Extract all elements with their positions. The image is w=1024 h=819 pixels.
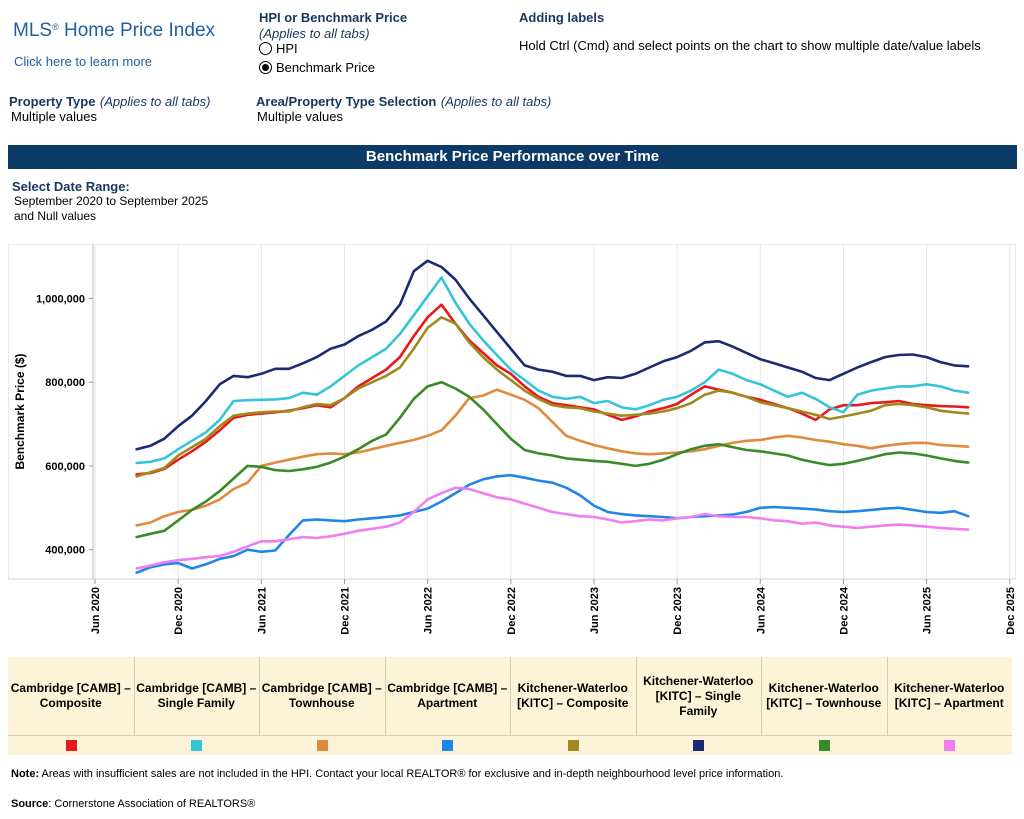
legend-item[interactable]: Kitchener-Waterloo [KITC] – Single Famil… (636, 657, 762, 755)
series-line-2 (135, 276, 970, 465)
date-range-value-line1: September 2020 to September 2025 (14, 194, 209, 208)
legend-item[interactable]: Cambridge [CAMB] – Apartment (385, 657, 511, 755)
hpi-selector-note: (Applies to all tabs) (259, 26, 370, 41)
footer-source: Source: Cornerstone Association of REALT… (11, 798, 255, 810)
series-line-8 (135, 486, 970, 570)
legend-item-label: Cambridge [CAMB] – Apartment (387, 681, 508, 710)
note-text: Areas with insufficient sales are not in… (39, 768, 784, 780)
x-tick-label: Jun 2025 (922, 587, 934, 634)
legend-swatch (818, 740, 830, 751)
area-filter-header: Area/Property Type Selection (Applies to… (256, 93, 551, 111)
logo-reg-mark: ® (52, 22, 59, 32)
x-tick-label: Dec 2023 (672, 587, 684, 635)
y-tick-label: 800,000 (45, 377, 85, 389)
series-line-6 (135, 259, 970, 451)
legend-item[interactable]: Kitchener-Waterloo [KITC] – Apartment (887, 657, 1013, 755)
radio-option-hpi[interactable]: HPI (259, 39, 375, 58)
y-tick-label: 600,000 (45, 461, 85, 473)
legend-item-label: Kitchener-Waterloo [KITC] – Single Famil… (643, 673, 754, 718)
legend-separator (635, 657, 637, 735)
legend-item[interactable]: Cambridge [CAMB] – Townhouse (259, 657, 385, 755)
x-tick-label: Dec 2024 (838, 586, 850, 635)
legend-separator (886, 657, 888, 735)
legend-item-label: Cambridge [CAMB] – Single Family (136, 681, 257, 710)
y-axis-title: Benchmark Price ($) (13, 353, 27, 469)
x-tick-label: Dec 2025 (1005, 587, 1016, 635)
benchmark-price-line-chart[interactable]: Jun 2020 Dec 2020 Jun 2021 Dec 2021 Jun 2022… (8, 244, 1016, 644)
logo-text: MLS (13, 20, 53, 41)
legend-item[interactable]: Kitchener-Waterloo [KITC] – Townhouse (761, 657, 887, 755)
chart-banner-title: Benchmark Price Performance over Time (8, 145, 1017, 169)
legend-item[interactable]: Cambridge [CAMB] – Single Family (134, 657, 260, 755)
property-type-dropdown[interactable]: Multiple values (11, 109, 97, 124)
legend-swatch (944, 740, 956, 751)
legend-swatch (693, 740, 705, 751)
adding-labels-title: Adding labels (519, 10, 605, 25)
x-tick-label: Jun 2022 (423, 587, 435, 634)
radio-benchmark-price[interactable] (259, 61, 272, 74)
legend-item[interactable]: Cambridge [CAMB] – Composite (8, 657, 134, 755)
property-type-label: Property Type (9, 94, 96, 109)
adding-labels-text: Hold Ctrl (Cmd) and select points on the… (519, 38, 981, 53)
logo-rest: Home Price Index (58, 20, 216, 41)
legend-separator (133, 657, 135, 735)
x-tick-label: Jun 2021 (256, 587, 268, 634)
legend-swatch (316, 740, 328, 751)
radio-option-benchmark[interactable]: Benchmark Price (259, 58, 375, 77)
date-range-label: Select Date Range: (12, 179, 130, 194)
legend-item-label: Kitchener-Waterloo [KITC] – Composite (517, 681, 629, 710)
x-tick-label: Dec 2022 (506, 587, 518, 635)
legend-swatch (65, 740, 77, 751)
y-tick-label: 400,000 (45, 545, 85, 557)
legend-swatch (567, 740, 579, 751)
legend-separator (259, 657, 260, 735)
legend-divider (8, 735, 1012, 736)
radio-hpi-label: HPI (276, 41, 298, 56)
legend-item-label: Cambridge [CAMB] – Townhouse (261, 681, 382, 710)
area-note: (Applies to all tabs) (440, 94, 552, 109)
legend-swatch (442, 740, 454, 751)
note-label: Note: (11, 768, 40, 780)
mls-hpi-logo: MLS® Home Price Index (13, 20, 215, 42)
area-label: Area/Property Type Selection (256, 94, 437, 109)
hpi-radio-group: HPI Benchmark Price (259, 39, 375, 77)
x-tick-label: Jun 2023 (589, 587, 601, 634)
y-tick-label: 1,000,000 (36, 293, 85, 305)
radio-hpi[interactable] (259, 42, 272, 55)
x-tick-label: Jun 2024 (755, 586, 767, 634)
chart-legend: Cambridge [CAMB] – Composite Cambridge [C… (8, 657, 1012, 755)
radio-benchmark-label: Benchmark Price (276, 60, 375, 75)
date-range-selector[interactable]: September 2020 to September 2025 and Nul… (14, 194, 208, 224)
legend-separator (510, 657, 511, 735)
series-line-7 (135, 380, 970, 539)
series-line-3 (135, 388, 970, 527)
area-dropdown[interactable]: Multiple values (257, 109, 343, 124)
legend-item-label: Cambridge [CAMB] – Composite (10, 681, 131, 710)
legend-item-label: Kitchener-Waterloo [KITC] – Townhouse (766, 681, 882, 710)
legend-swatch (191, 740, 203, 751)
series-line-4 (135, 473, 970, 575)
legend-separator (761, 657, 762, 735)
source-text: : Cornerstone Association of REALTORS® (48, 798, 256, 810)
source-label: Source (11, 798, 49, 810)
legend-item[interactable]: Kitchener-Waterloo [KITC] – Composite (510, 657, 636, 755)
property-type-note: (Applies to all tabs) (99, 94, 211, 109)
x-tick-label: Dec 2021 (339, 587, 351, 635)
legend-separator (384, 657, 386, 735)
footer-note: Note: Areas with insufficient sales are … (11, 768, 783, 780)
learn-more-link[interactable]: Click here to learn more (14, 54, 152, 69)
hpi-selector-title: HPI or Benchmark Price (259, 10, 408, 25)
property-type-filter-header: Property Type (Applies to all tabs) (9, 93, 210, 111)
x-tick-label: Jun 2020 (90, 587, 102, 634)
x-tick-label: Dec 2020 (173, 587, 185, 635)
date-range-value-line2: and Null values (14, 209, 97, 223)
series-line-5 (135, 316, 970, 478)
legend-item-label: Kitchener-Waterloo [KITC] – Apartment (894, 681, 1005, 710)
